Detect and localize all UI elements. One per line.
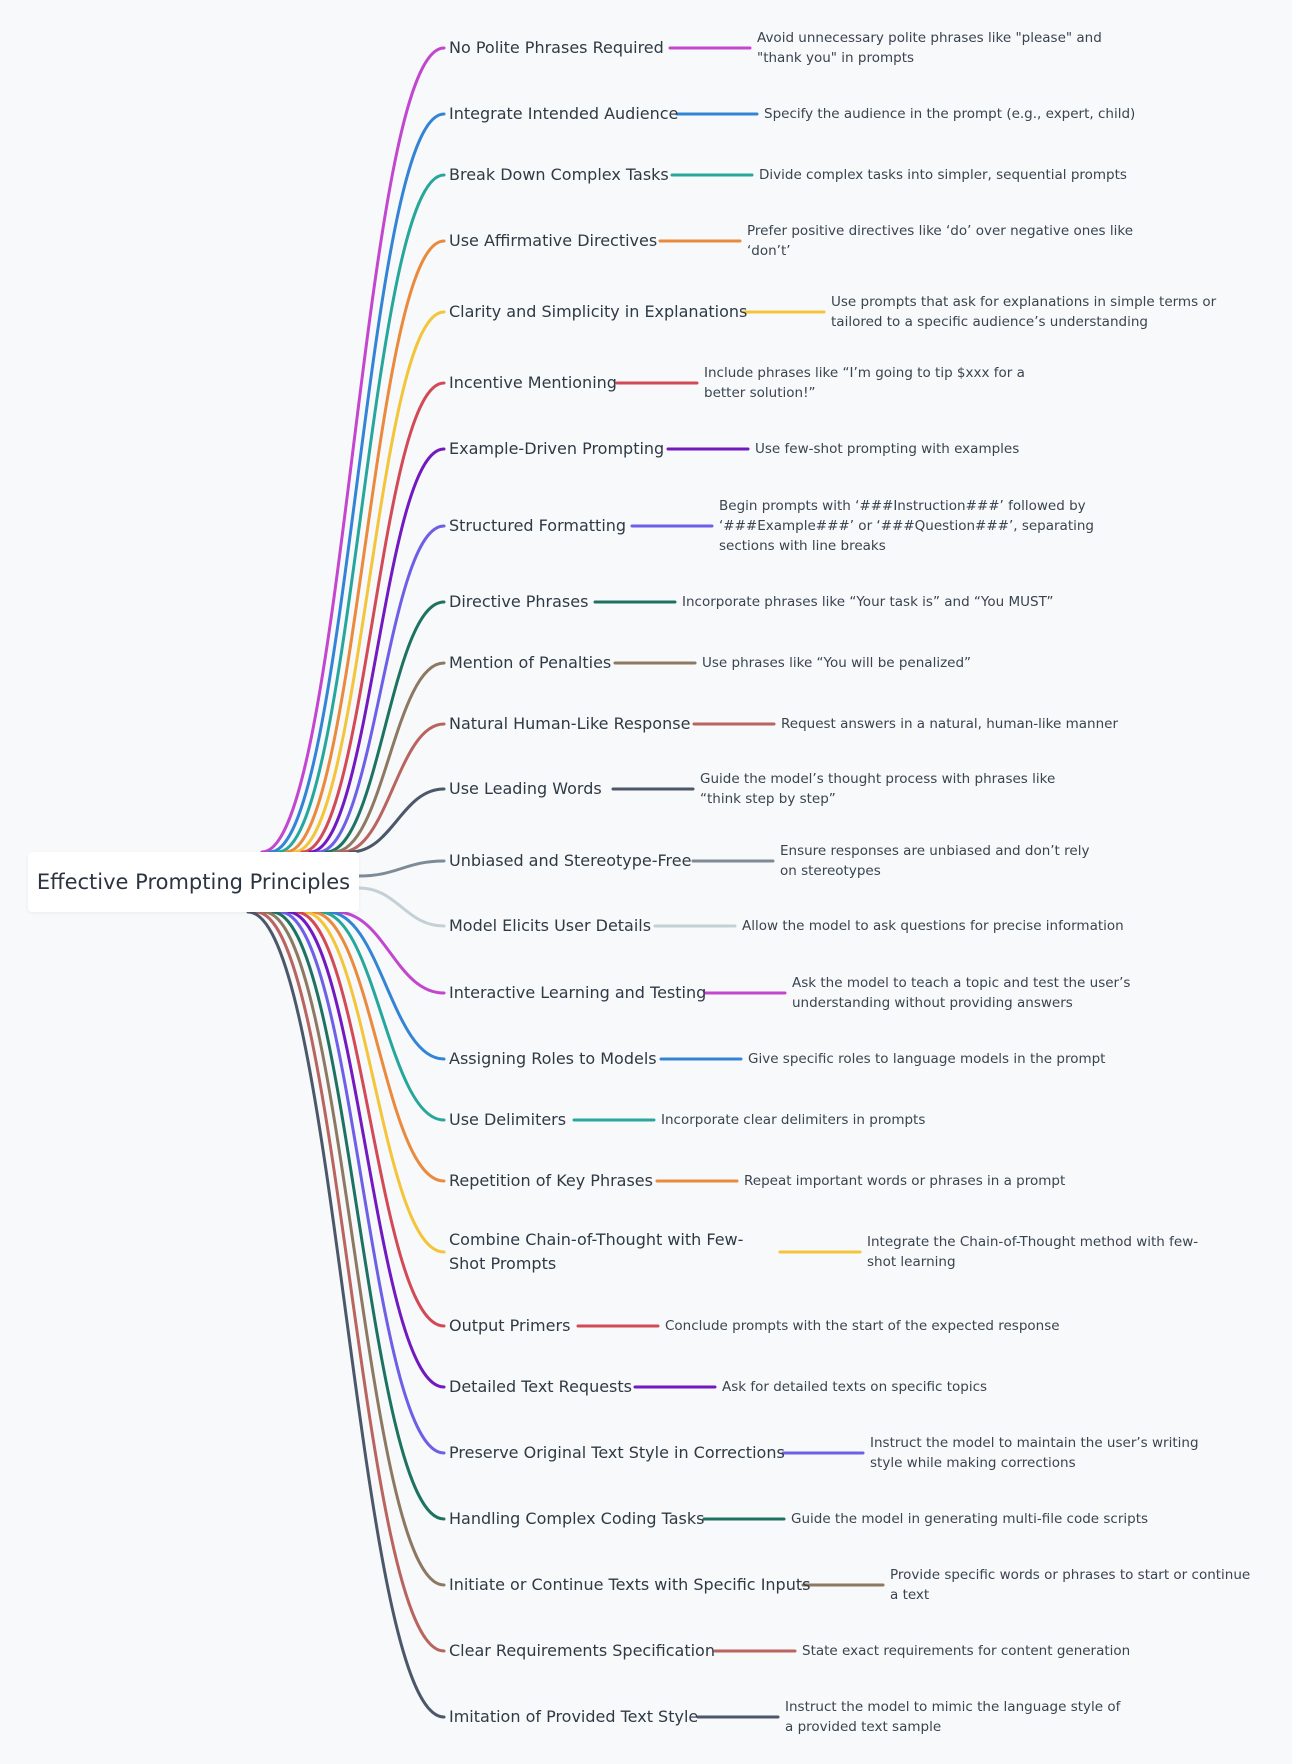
branch-node[interactable]: Initiate or Continue Texts with Specific… bbox=[449, 1575, 811, 1594]
branch-node[interactable]: Combine Chain-of-Thought with Few-Shot P… bbox=[449, 1230, 744, 1273]
branch-connector bbox=[262, 910, 446, 1587]
branch-node[interactable]: Imitation of Provided Text Style bbox=[449, 1707, 699, 1726]
leaf-node[interactable]: Guide the model in generating multi-file… bbox=[791, 1511, 1149, 1527]
leaf-node[interactable]: Conclude prompts with the start of the e… bbox=[665, 1318, 1060, 1334]
branch-connector bbox=[292, 310, 446, 854]
branch-node[interactable]: Unbiased and Stereotype-Free bbox=[449, 851, 692, 870]
leaf-node[interactable]: Instruct the model to mimic the language… bbox=[785, 1699, 1121, 1735]
branch-connector bbox=[284, 239, 446, 854]
branch-node[interactable]: Interactive Learning and Testing bbox=[449, 983, 707, 1002]
branch-node[interactable]: Clear Requirements Specification bbox=[449, 1641, 715, 1660]
branch-connector bbox=[332, 661, 446, 854]
branch-node[interactable]: Use Delimiters bbox=[449, 1110, 567, 1129]
branch-connector bbox=[286, 910, 446, 1389]
leaf-node[interactable]: Avoid unnecessary polite phrases like "p… bbox=[757, 30, 1102, 66]
leaf-node[interactable]: Allow the model to ask questions for pre… bbox=[742, 918, 1124, 934]
branch-connector bbox=[278, 910, 446, 1455]
branch-node[interactable]: Natural Human-Like Response bbox=[449, 714, 691, 733]
branch-connector bbox=[324, 600, 446, 854]
leaf-node[interactable]: Include phrases like “I’m going to tip $… bbox=[704, 365, 1025, 401]
branch-node[interactable]: Output Primers bbox=[449, 1316, 571, 1335]
branch-node[interactable]: No Polite Phrases Required bbox=[449, 38, 664, 57]
branch-connector bbox=[300, 381, 446, 854]
branch-connector bbox=[348, 787, 446, 854]
branch-connector bbox=[254, 910, 446, 1653]
branch-connector bbox=[246, 910, 446, 1719]
branch-node[interactable]: Clarity and Simplicity in Explanations bbox=[449, 302, 748, 321]
leaf-node[interactable]: Provide specific words or phrases to sta… bbox=[890, 1567, 1251, 1603]
branch-node[interactable]: Assigning Roles to Models bbox=[449, 1049, 657, 1068]
leaf-node[interactable]: Request answers in a natural, human-like… bbox=[781, 716, 1118, 732]
leaf-node[interactable]: Incorporate clear delimiters in prompts bbox=[661, 1112, 926, 1128]
leaf-node[interactable]: Guide the model’s thought process with p… bbox=[700, 771, 1056, 807]
root-node[interactable]: Effective Prompting Principles bbox=[28, 852, 359, 912]
branch-connector bbox=[357, 886, 446, 928]
branch-connector bbox=[294, 910, 446, 1328]
leaf-node[interactable]: Incorporate phrases like “Your task is” … bbox=[682, 594, 1054, 610]
leaf-node[interactable]: Divide complex tasks into simpler, seque… bbox=[759, 167, 1127, 183]
leaf-node[interactable]: Use few-shot prompting with examples bbox=[755, 441, 1020, 457]
leaf-node[interactable]: Ask the model to teach a topic and test … bbox=[792, 975, 1131, 1011]
branch-node[interactable]: Model Elicits User Details bbox=[449, 916, 652, 935]
branch-node[interactable]: Mention of Penalties bbox=[449, 653, 612, 672]
leaf-node[interactable]: State exact requirements for content gen… bbox=[802, 1643, 1131, 1659]
branch-node[interactable]: Use Leading Words bbox=[449, 779, 602, 798]
leaf-node[interactable]: Integrate the Chain-of-Thought method wi… bbox=[867, 1234, 1199, 1270]
branch-node[interactable]: Break Down Complex Tasks bbox=[449, 165, 669, 184]
leaf-node[interactable]: Repeat important words or phrases in a p… bbox=[744, 1173, 1066, 1189]
leaf-node[interactable]: Use phrases like “You will be penalized” bbox=[702, 655, 972, 671]
branch-connector bbox=[260, 46, 446, 854]
leaf-node[interactable]: Use prompts that ask for explanations in… bbox=[831, 294, 1217, 330]
leaf-node[interactable]: Give specific roles to language models i… bbox=[748, 1051, 1106, 1067]
branch-node[interactable]: Use Affirmative Directives bbox=[449, 231, 658, 250]
branch-node[interactable]: Handling Complex Coding Tasks bbox=[449, 1509, 705, 1528]
branch-connector bbox=[318, 910, 446, 1122]
branch-node[interactable]: Structured Formatting bbox=[449, 516, 627, 535]
branch-node[interactable]: Directive Phrases bbox=[449, 592, 589, 611]
branch-connector bbox=[302, 910, 446, 1254]
leaf-node[interactable]: Instruct the model to maintain the user’… bbox=[870, 1435, 1199, 1471]
branch-connector bbox=[316, 524, 446, 854]
leaf-node[interactable]: Prefer positive directives like ‘do’ ove… bbox=[747, 223, 1134, 259]
branch-node[interactable]: Example-Driven Prompting bbox=[449, 439, 665, 458]
leaf-node[interactable]: Ensure responses are unbiased and don’t … bbox=[780, 843, 1090, 879]
branch-connector bbox=[357, 859, 446, 878]
leaf-node[interactable]: Begin prompts with ‘###Instruction###’ f… bbox=[719, 498, 1095, 554]
branch-node[interactable]: Preserve Original Text Style in Correcti… bbox=[449, 1443, 785, 1462]
branch-connector bbox=[268, 112, 446, 854]
branch-connector bbox=[308, 447, 446, 854]
branch-node[interactable]: Integrate Intended Audience bbox=[449, 104, 679, 123]
branch-connector bbox=[334, 910, 446, 995]
branch-connector bbox=[326, 910, 446, 1061]
branch-node[interactable]: Detailed Text Requests bbox=[449, 1377, 632, 1396]
branch-connector bbox=[340, 722, 446, 854]
branch-connector bbox=[310, 910, 446, 1183]
branch-node[interactable]: Incentive Mentioning bbox=[449, 373, 617, 392]
leaf-node[interactable]: Specify the audience in the prompt (e.g.… bbox=[764, 106, 1136, 122]
leaf-node[interactable]: Ask for detailed texts on specific topic… bbox=[722, 1379, 988, 1395]
branch-connector bbox=[270, 910, 446, 1521]
branch-node[interactable]: Repetition of Key Phrases bbox=[449, 1171, 653, 1190]
branch-connector bbox=[276, 173, 446, 854]
